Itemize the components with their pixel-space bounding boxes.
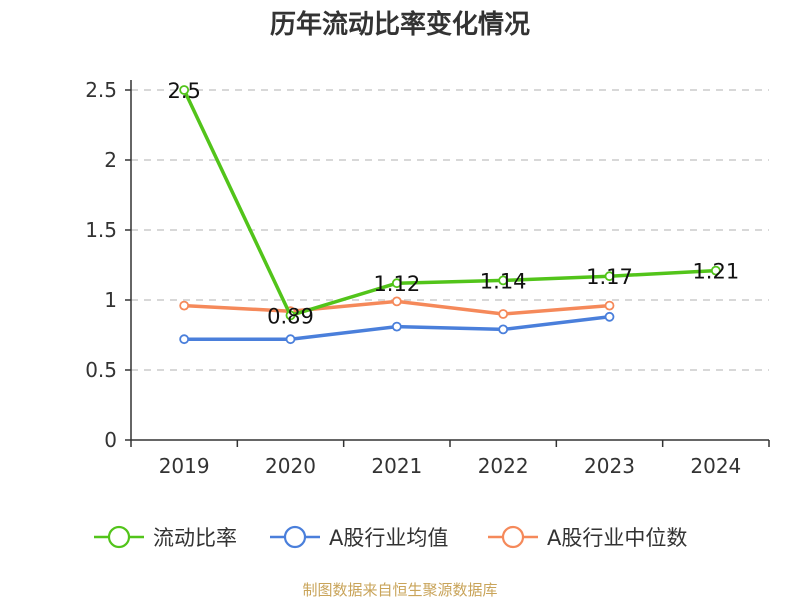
- y-tick-label: 2.5: [85, 78, 117, 102]
- data-point: [498, 309, 509, 319]
- data-point: [179, 85, 190, 95]
- x-tick-label: 2023: [584, 454, 635, 478]
- legend-marker: [501, 525, 525, 549]
- data-point: [285, 334, 296, 345]
- data-label: 1.14: [480, 269, 527, 293]
- y-tick-label: 1.5: [85, 218, 117, 242]
- data-label: 0.89: [267, 304, 314, 328]
- legend-item[interactable]: A股行业中位数: [488, 525, 687, 550]
- data-label: 2.5: [167, 79, 200, 103]
- legend-label: A股行业中位数: [547, 526, 687, 550]
- legend-label: A股行业均值: [329, 526, 448, 550]
- x-tick-label: 2022: [478, 454, 529, 478]
- legend-marker: [107, 525, 131, 549]
- x-tick-label: 2019: [159, 454, 210, 478]
- legend-label: 流动比率: [153, 526, 237, 550]
- legend-marker: [283, 525, 307, 549]
- series-line: [182, 89, 716, 318]
- data-point: [391, 321, 402, 332]
- source-note: 制图数据来自恒生聚源数据库: [302, 581, 497, 599]
- x-tick-label: 2020: [265, 454, 316, 478]
- series-group: [179, 85, 721, 345]
- legend-item[interactable]: A股行业均值: [270, 525, 448, 550]
- y-tick-label: 1: [104, 288, 117, 312]
- legend-item[interactable]: 流动比率: [94, 525, 237, 550]
- y-tick-label: 0: [104, 428, 117, 452]
- chart-title: 历年流动比率变化情况: [270, 9, 530, 40]
- data-point: [604, 271, 615, 282]
- grid-lines: [131, 89, 769, 371]
- data-point: [498, 324, 509, 335]
- data-label: 1.12: [373, 272, 420, 296]
- data-point: [179, 334, 190, 345]
- data-point: [179, 300, 190, 311]
- x-tick-label: 2021: [371, 454, 422, 478]
- legend[interactable]: 流动比率 A股行业均值 A股行业中位数: [94, 525, 687, 550]
- data-labels: 2.5 0.89 1.12 1.14 1.17 1.21: [167, 79, 739, 328]
- data-label: 1.17: [586, 265, 633, 289]
- data-point: [391, 278, 402, 289]
- data-point: [604, 311, 615, 322]
- data-point: [285, 310, 296, 321]
- x-tick-label: 2024: [690, 454, 741, 478]
- y-tick-label: 2: [104, 148, 117, 172]
- data-label: 1.21: [692, 260, 739, 284]
- data-point: [391, 296, 402, 307]
- y-tick-label: 0.5: [85, 358, 117, 382]
- axes: 0 0.5 1 1.5 2 2.5 2019 2020 2021 2022 2023 2024: [85, 78, 770, 478]
- data-point: [604, 300, 615, 311]
- data-point: [710, 265, 721, 276]
- data-point: [498, 275, 509, 286]
